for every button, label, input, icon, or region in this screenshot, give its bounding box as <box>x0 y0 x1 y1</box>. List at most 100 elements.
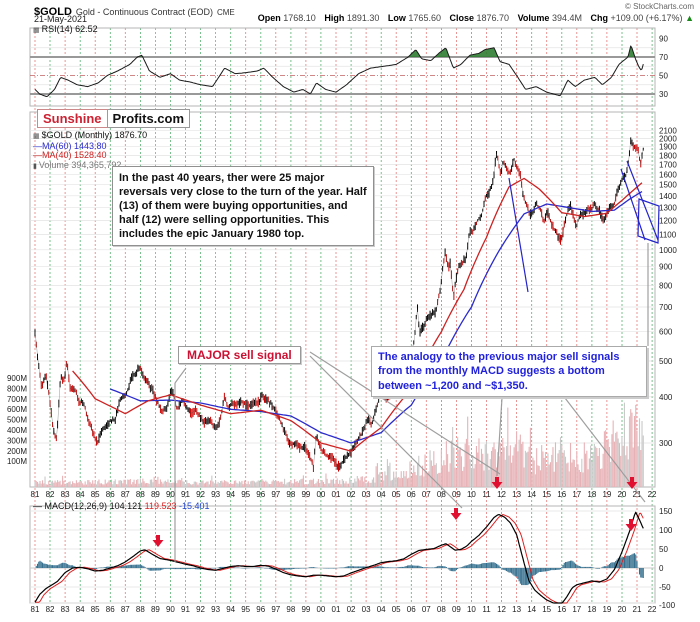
svg-text:150: 150 <box>659 507 673 516</box>
svg-text:900M: 900M <box>7 374 27 383</box>
svg-text:00: 00 <box>316 605 325 614</box>
macd-legend: — MACD(12,26,9) 104.121 119.523 -15.401 <box>33 501 210 511</box>
svg-text:97: 97 <box>271 490 280 499</box>
svg-text:18: 18 <box>587 490 596 499</box>
svg-text:15: 15 <box>542 605 551 614</box>
volume-value: 394.4M <box>551 13 582 23</box>
svg-text:04: 04 <box>377 605 386 614</box>
svg-text:600: 600 <box>659 328 673 337</box>
sunshine-profits-logo: Sunshine Profits.com <box>37 109 191 128</box>
svg-text:500M: 500M <box>7 416 27 425</box>
svg-text:87: 87 <box>121 605 130 614</box>
svg-text:19: 19 <box>602 605 611 614</box>
low-label: Low <box>387 13 406 23</box>
svg-text:94: 94 <box>226 490 235 499</box>
svg-text:2000: 2000 <box>659 135 677 144</box>
chart-header-title: $GOLD Gold - Continuous Contract (EOD) CME <box>34 2 235 20</box>
svg-text:81: 81 <box>31 490 40 499</box>
svg-text:94: 94 <box>226 605 235 614</box>
svg-text:12: 12 <box>497 490 506 499</box>
svg-text:07: 07 <box>422 490 431 499</box>
ma60-legend: MA(60) 1443.80 <box>42 140 107 151</box>
rsi-value: 62.52 <box>75 24 98 34</box>
sell-signal-arrow-icon <box>152 535 164 547</box>
svg-text:15: 15 <box>542 490 551 499</box>
svg-text:88: 88 <box>136 605 145 614</box>
svg-text:98: 98 <box>286 490 295 499</box>
svg-text:1200: 1200 <box>659 216 677 225</box>
svg-text:97: 97 <box>271 605 280 614</box>
main-title: $GOLD (Monthly) 1876.70 <box>41 130 148 140</box>
svg-text:85: 85 <box>91 605 100 614</box>
svg-text:92: 92 <box>196 490 205 499</box>
sell-signal-arrow-icon <box>491 477 503 489</box>
svg-text:21: 21 <box>633 605 642 614</box>
macd-bottom-note-box: The analogy to the previous major sell s… <box>371 346 647 397</box>
close-value: 1876.70 <box>476 13 510 23</box>
svg-text:89: 89 <box>151 605 160 614</box>
chg-label: Chg <box>590 13 608 23</box>
svg-text:50: 50 <box>659 545 668 554</box>
svg-text:03: 03 <box>362 490 371 499</box>
svg-text:96: 96 <box>256 490 265 499</box>
chg-value: +109.00 (+6.17%) <box>610 13 683 23</box>
macd-label: MACD(12,26,9) <box>44 501 108 511</box>
svg-text:1700: 1700 <box>659 161 677 170</box>
open-label: Open <box>257 13 281 23</box>
svg-text:1300: 1300 <box>659 204 677 213</box>
svg-text:11: 11 <box>482 605 491 614</box>
svg-text:06: 06 <box>407 490 416 499</box>
svg-text:82: 82 <box>46 605 55 614</box>
main-legend: ▦ $GOLD (Monthly) 1876.70 —MA(60) 1443.80… <box>33 130 148 171</box>
svg-text:90: 90 <box>659 35 668 44</box>
macd-dash-icon: — <box>33 501 42 511</box>
svg-text:05: 05 <box>392 490 401 499</box>
ma40-dash-icon: — <box>33 150 42 160</box>
svg-text:100M: 100M <box>7 457 27 466</box>
svg-text:70: 70 <box>659 53 668 62</box>
svg-text:90: 90 <box>166 490 175 499</box>
svg-text:17: 17 <box>572 605 581 614</box>
svg-text:1500: 1500 <box>659 181 677 190</box>
svg-text:86: 86 <box>106 490 115 499</box>
svg-text:08: 08 <box>437 605 446 614</box>
svg-text:400M: 400M <box>7 426 27 435</box>
svg-text:11: 11 <box>482 490 491 499</box>
high-value: 1891.30 <box>346 13 380 23</box>
svg-text:90: 90 <box>166 605 175 614</box>
rsi-series <box>30 46 655 95</box>
rsi-label: RSI(14) <box>41 24 73 34</box>
annotation-overlays <box>152 160 660 562</box>
chart-date: 21-May-2021 <box>34 14 88 24</box>
svg-text:-50: -50 <box>659 583 671 592</box>
svg-text:03: 03 <box>362 605 371 614</box>
svg-text:1000: 1000 <box>659 246 677 255</box>
annotation-text-box: In the past 40 years, ther were 25 major… <box>112 166 374 247</box>
svg-text:81: 81 <box>31 605 40 614</box>
blue-target-rectangle <box>637 198 660 244</box>
svg-text:99: 99 <box>301 490 310 499</box>
volume-legend: Volume 394,365,792 <box>38 159 122 170</box>
svg-text:08: 08 <box>437 490 446 499</box>
major-sell-signal-label: MAJOR sell signal <box>178 346 301 364</box>
volume-bars-icon: ▮ <box>33 162 37 170</box>
svg-text:83: 83 <box>61 605 70 614</box>
svg-text:09: 09 <box>452 490 461 499</box>
svg-text:84: 84 <box>76 490 85 499</box>
svg-text:02: 02 <box>347 605 356 614</box>
chart-type-icon: ▦ <box>33 133 40 140</box>
svg-text:16: 16 <box>557 490 566 499</box>
svg-text:12: 12 <box>497 605 506 614</box>
svg-text:95: 95 <box>241 490 250 499</box>
macd-hist-value: -15.401 <box>179 501 210 511</box>
svg-text:86: 86 <box>106 605 115 614</box>
svg-text:82: 82 <box>46 490 55 499</box>
svg-text:600M: 600M <box>7 405 27 414</box>
chg-up-triangle-icon: ▲ <box>685 13 694 23</box>
svg-text:04: 04 <box>377 490 386 499</box>
svg-text:91: 91 <box>181 605 190 614</box>
quote-bar: Open 1768.10 High 1891.30 Low 1765.60 Cl… <box>252 13 694 23</box>
svg-text:87: 87 <box>121 490 130 499</box>
svg-text:83: 83 <box>61 490 70 499</box>
